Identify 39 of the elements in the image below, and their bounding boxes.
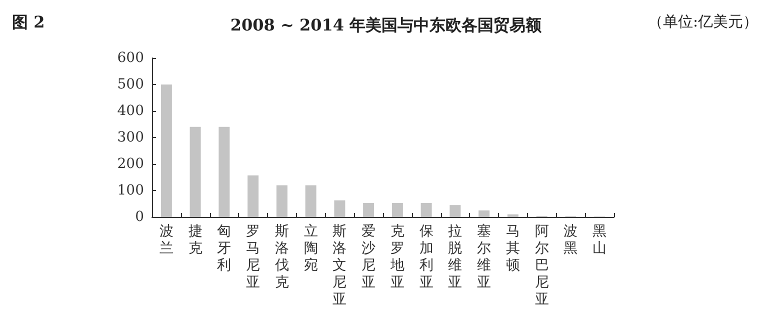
bar <box>190 126 201 217</box>
bar <box>334 200 346 217</box>
bar <box>218 126 230 217</box>
x-tick-label: 拉脱维亚 <box>448 224 462 290</box>
x-tick-label: 克罗地亚 <box>389 224 404 290</box>
x-tick-label: 马其顿 <box>506 224 520 274</box>
x-tick-label: 爱沙尼亚 <box>362 224 376 290</box>
x-tick-label: 立陶宛 <box>304 224 318 274</box>
x-tick-label: 阿尔巴尼亚 <box>534 224 549 308</box>
bar <box>420 202 432 217</box>
y-tick-label: 600 <box>117 50 144 66</box>
x-tick-label: 波兰 <box>159 224 174 256</box>
y-tick-label: 100 <box>117 182 144 198</box>
y-tick-label: 500 <box>117 76 144 92</box>
y-tick-label: 0 <box>135 209 144 225</box>
x-tick-label: 匈牙利 <box>217 224 232 274</box>
bar <box>363 202 374 217</box>
x-tick-label: 塞尔维亚 <box>477 224 492 290</box>
x-tick-label: 保加利亚 <box>419 224 434 290</box>
x-tick-label: 黑山 <box>592 224 607 256</box>
x-tick-label: 斯洛文尼亚 <box>332 224 347 308</box>
y-tick-label: 200 <box>117 156 144 172</box>
bar <box>248 175 259 217</box>
bar <box>392 202 403 217</box>
bar <box>305 185 316 217</box>
x-tick-label: 捷克 <box>188 224 202 256</box>
x-tick-label: 罗马尼亚 <box>246 224 260 290</box>
x-tick-label: 波黑 <box>564 224 578 256</box>
bar <box>507 214 518 217</box>
bar <box>478 210 490 217</box>
x-tick-label: 斯洛伐克 <box>274 224 289 290</box>
caption: 图 2 <box>12 12 45 32</box>
bar <box>450 205 461 217</box>
y-tick-label: 400 <box>117 103 144 119</box>
y-tick-label: 300 <box>117 130 144 146</box>
bar <box>160 84 172 217</box>
y-axis-title: （单位:亿美元） <box>648 12 758 30</box>
bar <box>276 185 288 217</box>
chart-title: 2008 ~ 2014 年美国与中东欧各国贸易额 <box>230 16 543 34</box>
